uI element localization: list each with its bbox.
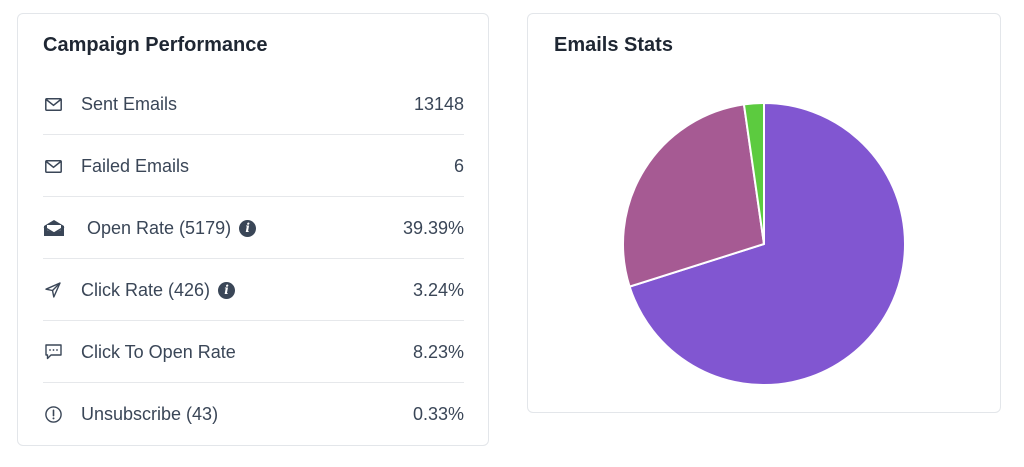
row-label: Sent Emails: [81, 93, 178, 114]
row-value: 13148: [413, 93, 464, 114]
paper-plane-icon: [44, 281, 62, 299]
card-title: Emails Stats: [554, 34, 673, 56]
pie-slice[interactable]: [742, 101, 765, 245]
row-unsubscribe: Unsubscribe (43) 0.33%: [43, 383, 464, 445]
pie-slice[interactable]: [622, 103, 765, 288]
row-value: 39.39%: [402, 217, 464, 238]
row-click-rate: Click Rate (426) i 3.24%: [43, 259, 464, 321]
chat-bubble-icon: [44, 343, 62, 361]
alert-circle-icon: [44, 405, 62, 423]
row-sent-emails: Sent Emails 13148: [43, 73, 464, 135]
row-label: Unsubscribe (43): [81, 403, 219, 424]
card-title: Campaign Performance: [43, 34, 268, 56]
row-value: 6: [453, 155, 464, 176]
campaign-performance-card: Campaign Performance Sent Emails 13148 F…: [17, 13, 489, 446]
row-click-to-open-rate: Click To Open Rate 8.23%: [43, 321, 464, 383]
row-failed-emails: Failed Emails 6: [43, 135, 464, 197]
row-value: 3.24%: [412, 279, 464, 300]
row-value: 0.33%: [412, 403, 464, 424]
row-label: Open Rate (5179): [87, 217, 232, 238]
row-label-group: Open Rate (5179) i: [87, 197, 257, 259]
envelope-icon: [44, 95, 62, 113]
emails-stats-card: Emails Stats: [527, 13, 1001, 413]
info-icon[interactable]: i: [218, 281, 236, 299]
info-icon[interactable]: i: [239, 219, 257, 237]
emails-pie-chart: [622, 101, 906, 386]
row-label: Click To Open Rate: [81, 341, 236, 362]
row-label-group: Click Rate (426) i: [81, 259, 236, 321]
stats-list: Sent Emails 13148 Failed Emails 6 Open R…: [43, 73, 464, 445]
row-label: Click Rate (426): [81, 279, 211, 300]
row-open-rate: Open Rate (5179) i 39.39%: [43, 197, 464, 259]
pie-slice[interactable]: [628, 102, 906, 386]
row-value: 8.23%: [412, 341, 464, 362]
envelope-icon: [44, 157, 62, 175]
open-envelope-icon: [43, 219, 65, 237]
row-label: Failed Emails: [81, 155, 190, 176]
